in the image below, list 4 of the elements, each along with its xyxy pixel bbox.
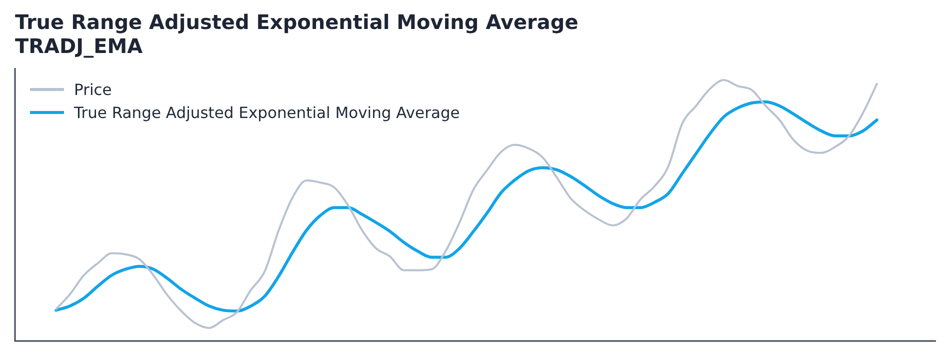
legend-label: True Range Adjusted Exponential Moving Average (74, 104, 460, 122)
chart-title: True Range Adjusted Exponential Moving Average (15, 10, 578, 34)
chart-subtitle: TRADJ_EMA (15, 34, 144, 58)
legend-label: Price (74, 80, 112, 98)
